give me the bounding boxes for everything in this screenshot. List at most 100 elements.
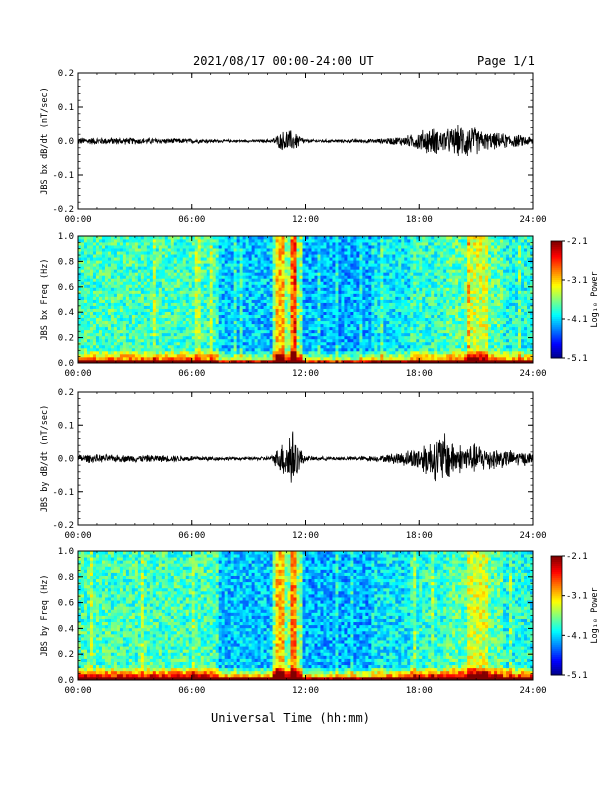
- spectrogram-cell: [272, 350, 276, 355]
- spectrogram-cell: [119, 302, 124, 306]
- spectrogram-cell: [209, 287, 214, 291]
- spectrogram-cell: [89, 290, 94, 294]
- spectrogram-cell: [293, 272, 297, 276]
- spectrogram-cell: [341, 296, 345, 300]
- spectrogram-cell: [215, 308, 220, 312]
- spectrogram-cell: [407, 290, 411, 294]
- spectrogram-cell: [335, 260, 339, 264]
- spectrogram-cell: [209, 326, 214, 331]
- spectrogram-cell: [230, 347, 235, 352]
- spectrogram-cell: [320, 272, 324, 276]
- spectrogram-cell: [287, 236, 291, 240]
- spectrogram-cell: [356, 338, 360, 343]
- spectrogram-cell: [413, 308, 417, 312]
- spectrogram-cell: [92, 329, 97, 334]
- spectrogram-cell: [83, 302, 88, 306]
- spectrogram-cell: [269, 347, 273, 352]
- spectrogram-cell: [410, 296, 414, 300]
- spectrogram-cell: [164, 299, 169, 303]
- spectrogram-cell: [155, 317, 160, 322]
- spectrogram-cell: [98, 242, 103, 246]
- spectrogram-cell: [182, 281, 187, 285]
- spectrogram-cell: [230, 338, 235, 343]
- spectrogram-cell: [194, 290, 199, 294]
- spectrogram-cell: [92, 272, 97, 276]
- spectrogram-cell: [98, 245, 103, 249]
- spectrogram-cell: [407, 236, 411, 240]
- spectrogram-cell: [188, 353, 193, 358]
- spectrogram-cell: [176, 353, 181, 358]
- spectrogram-cell: [269, 260, 273, 264]
- spectrogram-cell: [377, 293, 381, 297]
- spectrogram-cell: [263, 353, 267, 358]
- spectrogram-cell: [239, 293, 244, 297]
- spectrogram-cell: [161, 311, 166, 316]
- spectrogram-cell: [224, 236, 229, 240]
- spectrogram-cell: [293, 314, 297, 319]
- spectrogram-cell: [86, 320, 91, 325]
- spectrogram-cell: [173, 290, 178, 294]
- spectrogram-cell: [356, 293, 360, 297]
- spectrogram-cell: [188, 320, 193, 325]
- spectrogram-cell: [281, 356, 285, 361]
- spectrogram-cell: [413, 275, 417, 279]
- spectrogram-cell: [146, 299, 151, 303]
- spectrogram-cell: [227, 239, 232, 243]
- spectrogram-cell: [359, 320, 363, 325]
- spectrogram-cell: [122, 326, 127, 331]
- spectrogram-cell: [290, 326, 294, 331]
- spectrogram-cell: [119, 299, 124, 303]
- spectrogram-cell: [410, 284, 414, 288]
- spectrogram-cell: [356, 296, 360, 300]
- spectrogram-cell: [113, 242, 118, 246]
- spectrogram-cell: [194, 284, 199, 288]
- spectrogram-cell: [239, 260, 244, 264]
- spectrogram-cell: [104, 323, 109, 328]
- spectrogram-cell: [266, 281, 270, 285]
- spectrogram-cell: [101, 347, 106, 352]
- spectrogram-cell: [248, 248, 253, 252]
- spectrogram-cell: [251, 320, 256, 325]
- spectrogram-cell: [260, 311, 264, 316]
- spectrogram-cell: [335, 341, 339, 346]
- spectrogram-cell: [416, 329, 420, 334]
- spectrogram-cell: [242, 320, 247, 325]
- spectrogram-cell: [92, 344, 97, 349]
- spectrogram-cell: [359, 305, 363, 309]
- spectrogram-cell: [110, 278, 115, 282]
- spectrogram-cell: [263, 260, 267, 264]
- spectrogram-cell: [179, 326, 184, 331]
- spectrogram-cell: [146, 302, 151, 306]
- spectrogram-cell: [287, 254, 291, 258]
- spectrogram-cell: [350, 278, 354, 282]
- spectrogram-cell: [314, 335, 318, 340]
- spectrogram-cell: [278, 239, 282, 243]
- spectrogram-cell: [254, 269, 258, 273]
- spectrogram-cell: [350, 332, 354, 337]
- spectrogram-cell: [278, 302, 282, 306]
- spectrogram-cell: [308, 299, 312, 303]
- spectrogram-cell: [164, 260, 169, 264]
- spectrogram-cell: [278, 236, 282, 240]
- spectrogram-cell: [302, 326, 306, 331]
- spectrogram-cell: [308, 245, 312, 249]
- spectrogram-cell: [392, 320, 396, 325]
- spectrogram-cell: [281, 260, 285, 264]
- spectrogram-cell: [266, 347, 270, 352]
- spectrogram-cell: [122, 323, 127, 328]
- spectrogram-cell: [137, 302, 142, 306]
- spectrogram-cell: [224, 308, 229, 312]
- spectrogram-cell: [302, 353, 306, 358]
- spectrogram-cell: [410, 323, 414, 328]
- spectrogram-cell: [263, 248, 267, 252]
- spectrogram-cell: [311, 254, 315, 258]
- spectrogram-cell: [287, 338, 291, 343]
- spectrogram-cell: [344, 257, 348, 261]
- spectrogram-cell: [338, 341, 342, 346]
- spectrogram-cell: [83, 338, 88, 343]
- spectrogram-cell: [113, 344, 118, 349]
- spectrogram-cell: [362, 260, 366, 264]
- spectrogram-cell: [293, 335, 297, 340]
- spectrogram-cell: [176, 269, 181, 273]
- spectrogram-cell: [383, 266, 387, 270]
